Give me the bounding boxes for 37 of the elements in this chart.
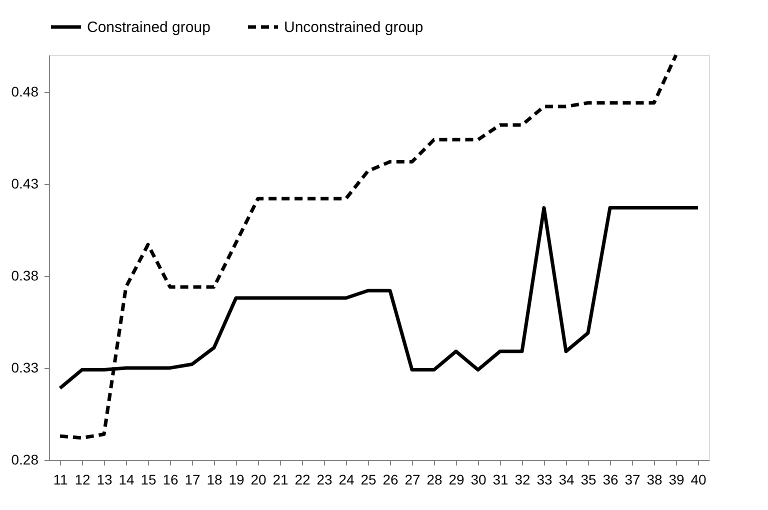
x-tick-label: 27	[404, 472, 420, 488]
x-tick-label: 24	[338, 472, 354, 488]
x-tick-label: 29	[448, 472, 464, 488]
x-tick-label: 15	[140, 472, 156, 488]
y-tick-label: 0.38	[11, 267, 39, 284]
x-tick-label: 21	[272, 472, 288, 488]
x-tick-label: 14	[118, 472, 134, 488]
x-tick-label: 22	[294, 472, 310, 488]
x-tick-label: 38	[646, 472, 662, 488]
x-tick-label: 30	[470, 472, 486, 488]
x-tick-label: 17	[184, 472, 200, 488]
legend-label: Unconstrained group	[284, 19, 424, 36]
x-tick-label: 33	[536, 472, 552, 488]
x-tick-label: 12	[74, 472, 90, 488]
x-tick-label: 34	[558, 472, 574, 488]
x-tick-label: 18	[206, 472, 222, 488]
x-tick-label: 25	[360, 472, 376, 488]
y-tick-label: 0.48	[11, 83, 39, 100]
x-tick-label: 39	[668, 472, 684, 488]
x-tick-label: 11	[53, 472, 68, 488]
x-tick-label: 35	[580, 472, 596, 488]
x-tick-label: 28	[426, 472, 442, 488]
x-tick-label: 31	[492, 472, 508, 488]
x-tick-label: 13	[96, 472, 112, 488]
x-tick-label: 26	[382, 472, 398, 488]
x-tick-label: 40	[690, 472, 706, 488]
x-tick-label: 16	[162, 472, 178, 488]
y-tick-label: 0.43	[11, 175, 39, 192]
y-tick-label: 0.28	[11, 452, 39, 468]
x-tick-label: 20	[250, 472, 266, 488]
x-tick-label: 19	[228, 472, 244, 488]
x-tick-label: 32	[514, 472, 530, 488]
x-tick-label: 37	[624, 472, 640, 488]
legend-label: Constrained group	[87, 19, 210, 36]
x-tick-label: 36	[602, 472, 618, 488]
x-tick-label: 23	[316, 472, 332, 488]
y-tick-label: 0.33	[11, 359, 39, 376]
